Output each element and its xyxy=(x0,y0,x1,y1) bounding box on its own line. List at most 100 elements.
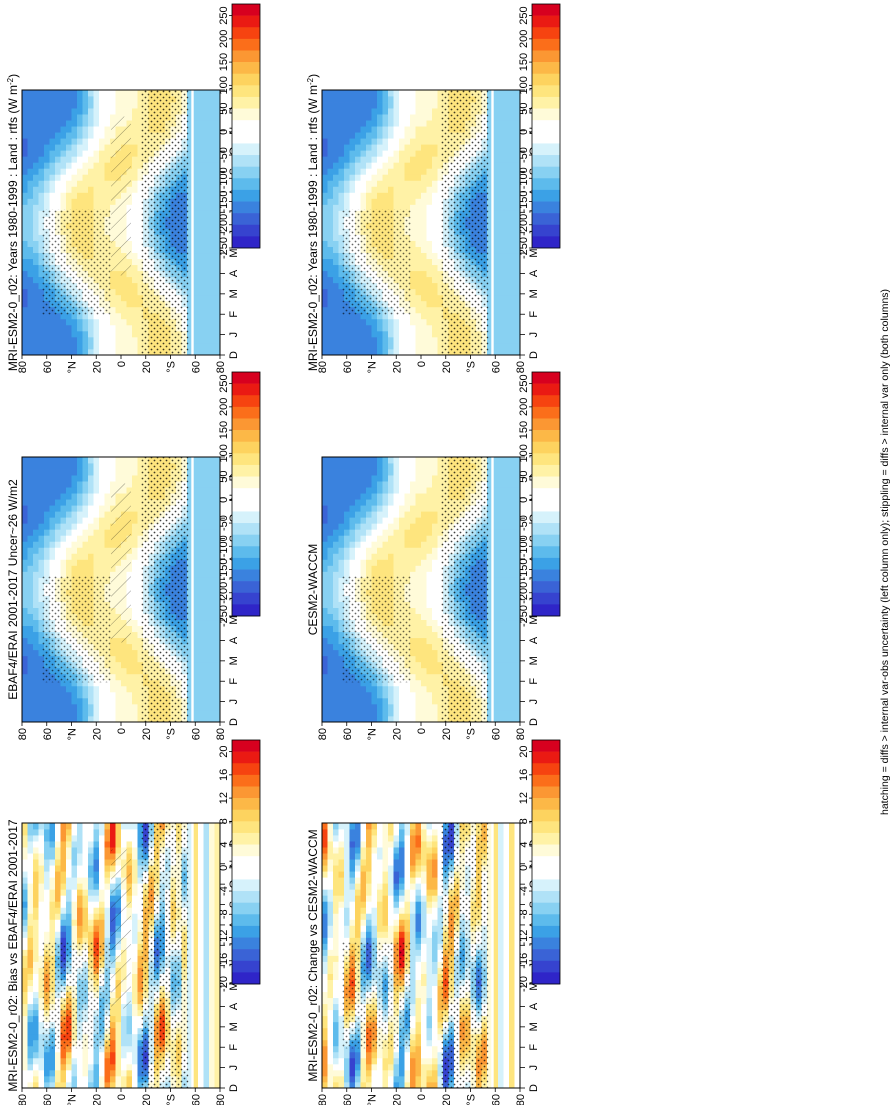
heatmap-cell xyxy=(132,96,138,103)
colorbar-swatch xyxy=(532,155,560,167)
heatmap-cell xyxy=(355,336,361,344)
heatmap-cell xyxy=(415,180,422,187)
heatmap-cell xyxy=(66,493,72,500)
heatmap-cell xyxy=(110,715,116,723)
heatmap-cell xyxy=(203,162,210,169)
heatmap-cell xyxy=(214,186,221,193)
heatmap-cell xyxy=(498,204,504,211)
heatmap-cell xyxy=(355,180,361,187)
heatmap-cell xyxy=(322,168,328,175)
heatmap-cell xyxy=(492,336,499,344)
heatmap-cell xyxy=(437,120,444,127)
heatmap-cell xyxy=(66,679,72,687)
heatmap-cell xyxy=(126,324,133,332)
heatmap-cell xyxy=(214,162,221,169)
heatmap-cell xyxy=(88,312,94,320)
heatmap-cell xyxy=(198,481,204,488)
heatmap-cell xyxy=(214,276,221,284)
heatmap-cell xyxy=(333,114,339,121)
heatmap-cell xyxy=(410,216,416,223)
heatmap-cell xyxy=(38,252,45,260)
heatmap-cell xyxy=(55,685,61,693)
heatmap-cell xyxy=(187,300,193,308)
heatmap-cell xyxy=(187,192,193,199)
heatmap-cell xyxy=(132,583,138,590)
heatmap-cell xyxy=(126,306,133,314)
heatmap-cell xyxy=(88,463,94,470)
heatmap-cell xyxy=(509,174,515,181)
heatmap-cell xyxy=(492,264,499,272)
heatmap-cell xyxy=(33,150,39,157)
heatmap-cell xyxy=(126,348,133,356)
heatmap-cell xyxy=(437,258,444,266)
heatmap-cell xyxy=(71,318,78,326)
heatmap-cell xyxy=(421,312,427,320)
heatmap-cell xyxy=(514,192,521,199)
heatmap-cell xyxy=(115,276,122,284)
heatmap-cell xyxy=(192,709,199,717)
heatmap-cell xyxy=(137,703,144,711)
y-tick-label: 0 xyxy=(116,728,128,734)
heatmap-cell xyxy=(382,186,389,193)
heatmap-cell xyxy=(349,144,356,151)
heatmap-cell xyxy=(77,108,83,115)
heatmap-cell xyxy=(187,475,193,482)
heatmap-cell xyxy=(33,565,39,572)
heatmap-cell xyxy=(432,276,438,284)
heatmap-cell xyxy=(115,469,122,476)
heatmap-cell xyxy=(49,162,56,169)
heatmap-cell xyxy=(104,162,111,169)
heatmap-cell xyxy=(514,228,521,235)
colorbar-label: 50 xyxy=(218,102,230,114)
heatmap-cell xyxy=(509,264,515,272)
heatmap-cell xyxy=(415,156,422,163)
heatmap-cell xyxy=(82,679,89,687)
heatmap-cell xyxy=(49,505,56,512)
heatmap-cell xyxy=(137,126,144,133)
heatmap-cell xyxy=(44,126,50,133)
heatmap-cell xyxy=(82,511,89,518)
heatmap-cell xyxy=(137,523,144,530)
x-tick-label: M xyxy=(528,248,540,257)
heatmap-cell xyxy=(187,270,193,278)
heatmap-cell xyxy=(338,294,345,302)
heatmap-cell xyxy=(437,210,444,217)
heatmap-cell xyxy=(349,204,356,211)
heatmap-cell xyxy=(198,679,204,687)
heatmap-cell xyxy=(322,132,328,139)
heatmap-cell xyxy=(187,294,193,302)
heatmap-cell xyxy=(377,96,383,103)
heatmap-cell xyxy=(338,210,345,217)
heatmap-cell xyxy=(49,180,56,187)
heatmap-cell xyxy=(71,180,78,187)
heatmap-cell xyxy=(432,108,438,115)
heatmap-cell xyxy=(203,336,210,344)
heatmap-cell xyxy=(22,649,28,657)
heatmap-cell xyxy=(88,168,94,175)
heatmap-cell xyxy=(55,547,61,554)
heatmap-cell xyxy=(366,168,372,175)
heatmap-cell xyxy=(27,294,34,302)
heatmap-cell xyxy=(132,619,138,627)
heatmap-cell xyxy=(77,174,83,181)
heatmap-cell xyxy=(132,637,138,645)
heatmap-cell xyxy=(214,96,221,103)
heatmap-cell xyxy=(498,174,504,181)
heatmap-cell xyxy=(110,336,116,344)
heatmap-cell xyxy=(38,126,45,133)
heatmap-cell xyxy=(27,535,34,542)
heatmap-cell xyxy=(198,312,204,320)
heatmap-cell xyxy=(104,150,111,157)
heatmap-cell xyxy=(437,240,444,247)
heatmap-cell xyxy=(437,144,444,151)
heatmap-cell xyxy=(192,126,199,133)
y-tick-label: 20 xyxy=(391,361,403,373)
heatmap-cell xyxy=(33,330,39,338)
heatmap-cell xyxy=(388,150,394,157)
heatmap-cell xyxy=(410,276,416,284)
heatmap-cell xyxy=(49,144,56,151)
heatmap-cell xyxy=(33,505,39,512)
heatmap-cell xyxy=(27,276,34,284)
heatmap-cell xyxy=(33,703,39,711)
heatmap-cell xyxy=(338,234,345,241)
